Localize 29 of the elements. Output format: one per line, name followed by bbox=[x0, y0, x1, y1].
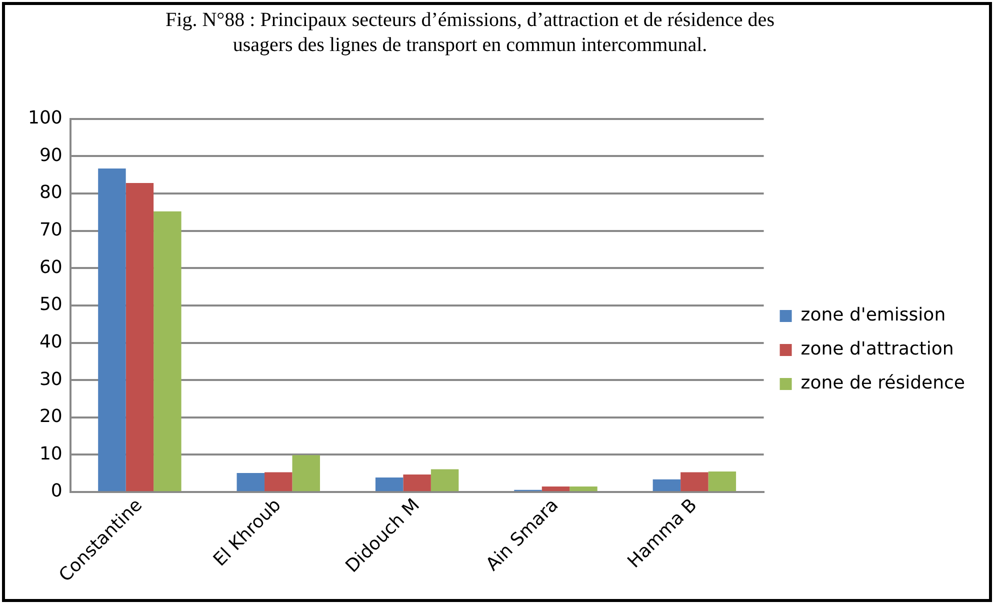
chart-title: Fig. N°88 : Principaux secteurs d’émissions, d’attraction et de résidence des usagers des lignes de transport en commun intercommunal. bbox=[164, 8, 776, 58]
bar bbox=[542, 486, 570, 492]
bar bbox=[375, 478, 404, 492]
bar bbox=[154, 211, 182, 492]
bar bbox=[430, 469, 459, 492]
legend-label: zone d'emission bbox=[800, 304, 946, 326]
y-tick-label: 90 bbox=[39, 144, 62, 166]
bar bbox=[680, 472, 708, 492]
y-tick-label: 100 bbox=[28, 107, 62, 128]
y-tick-label: 60 bbox=[39, 256, 62, 278]
bar bbox=[264, 472, 292, 492]
bar bbox=[98, 168, 126, 492]
y-tick-label: 50 bbox=[39, 294, 62, 316]
y-tick-label: 70 bbox=[39, 219, 62, 240]
bar bbox=[652, 479, 681, 492]
y-tick-label: 30 bbox=[39, 368, 62, 390]
bar bbox=[236, 473, 265, 492]
legend-label: zone d'attraction bbox=[800, 338, 954, 360]
y-tick-label: 0 bbox=[50, 480, 62, 502]
legend-label: zone de résidence bbox=[800, 372, 966, 394]
y-tick-label: 40 bbox=[39, 331, 62, 352]
bar bbox=[126, 183, 154, 492]
y-tick-label: 20 bbox=[39, 406, 62, 428]
bar bbox=[292, 455, 320, 492]
bar bbox=[403, 474, 431, 492]
bar bbox=[708, 472, 736, 492]
y-tick-label: 10 bbox=[39, 443, 62, 464]
bar bbox=[570, 486, 598, 492]
y-tick-label: 80 bbox=[39, 182, 62, 204]
